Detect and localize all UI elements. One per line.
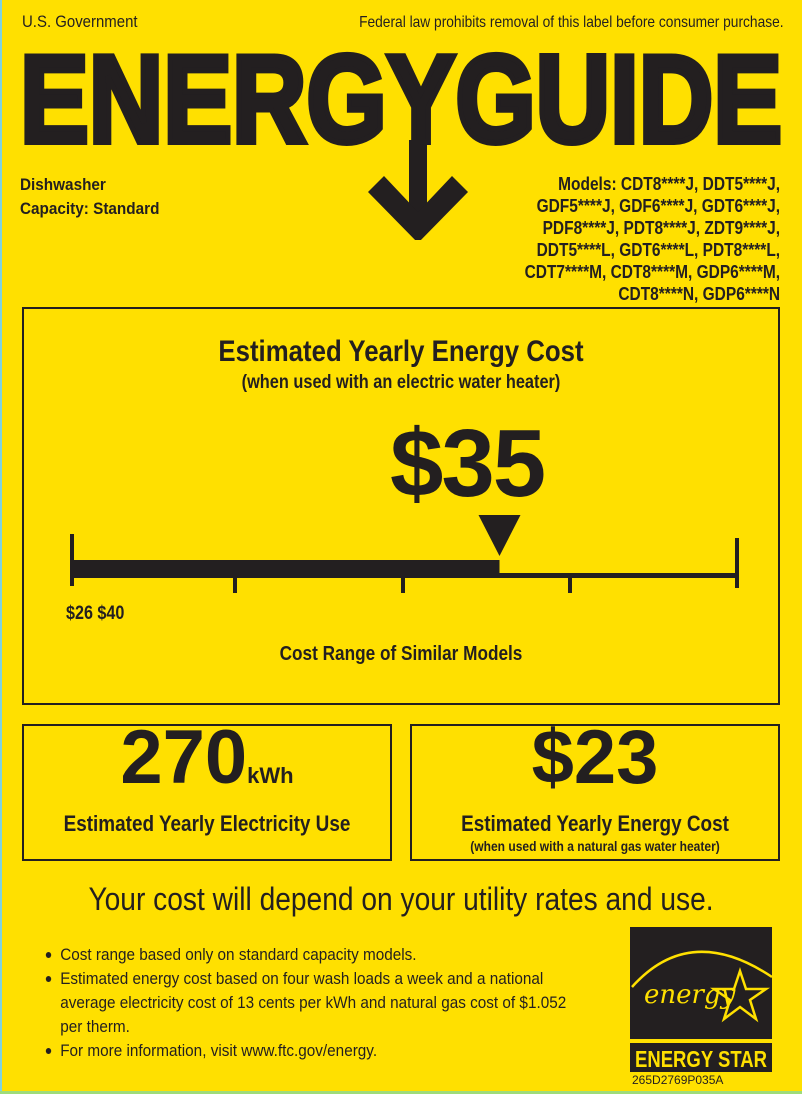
models-line: PDF8****J, PDT8****J, ZDT9****J, — [542, 218, 780, 238]
gas-cost-label: Estimated Yearly Energy Cost — [461, 811, 729, 836]
electricity-use-label: Estimated Yearly Electricity Use — [63, 811, 351, 836]
cost-range-scale — [70, 515, 739, 593]
electric-cost-subheading: (when used with an electric water heater… — [241, 372, 561, 393]
cost-range-label: $26 $40 — [66, 603, 125, 624]
electricity-use-box — [22, 724, 392, 861]
electric-cost-heading: Estimated Yearly Energy Cost — [218, 335, 584, 368]
issuer: U.S. Government — [22, 12, 138, 31]
gas-cost-value: $23 — [531, 715, 659, 800]
note-item: Estimated energy cost based on four wash… — [44, 967, 584, 1039]
cost-range-caption: Cost Range of Similar Models — [279, 643, 523, 665]
left-edge-line — [0, 0, 2, 1094]
label-code: 265D2769P035A — [632, 1073, 724, 1087]
models-line: CDT7****M, CDT8****M, GDP6****M, — [524, 262, 780, 282]
star-icon — [709, 967, 771, 1023]
models-line: DDT5****L, GDT6****L, PDT8****L, — [536, 240, 780, 260]
footer-headline: Your cost will depend on your utility ra… — [88, 881, 714, 917]
note-item: Cost range based only on standard capaci… — [44, 943, 584, 967]
title-text: ENERGYGUIDE — [20, 40, 782, 169]
gas-cost-box — [410, 724, 780, 861]
down-arrow-icon — [368, 140, 468, 240]
scale-end-right — [735, 538, 739, 588]
scale-fill-bar — [72, 560, 500, 577]
cost-pointer-icon — [478, 515, 521, 556]
note-item: For more information, visit www.ftc.gov/… — [44, 1039, 584, 1063]
models-line: GDF5****J, GDF6****J, GDT6****J, — [536, 196, 780, 216]
electricity-use-value: 270kWh — [22, 718, 392, 816]
kwh-unit: kWh — [247, 763, 294, 788]
energy-star-label: ENERGY STAR — [635, 1046, 767, 1072]
energy-star-logo: energy ENERGY STAR — [630, 927, 772, 1072]
gas-cost-sublabel: (when used with a natural gas water heat… — [470, 838, 720, 854]
appliance-info: Dishwasher Capacity: Standard — [20, 173, 159, 221]
appliance-type: Dishwasher — [20, 175, 106, 194]
scale-tick — [568, 576, 572, 593]
models-line: Models: CDT8****J, DDT5****J, — [558, 174, 780, 194]
scale-tick — [401, 576, 405, 593]
scale-tick — [233, 576, 237, 593]
energy-script: energy — [644, 980, 736, 1010]
models-list: Models: CDT8****J, DDT5****J, GDF5****J,… — [525, 173, 780, 305]
kwh-number: 270 — [120, 715, 248, 800]
appliance-capacity: Capacity: Standard — [20, 199, 160, 218]
energyguide-title: ENERGYGUIDE — [17, 40, 785, 240]
bottom-edge-line — [0, 1091, 802, 1094]
electric-cost-box — [22, 307, 780, 705]
models-line: CDT8****N, GDP6****N — [618, 284, 780, 304]
electric-cost-value: $35 — [390, 410, 546, 517]
footer-notes: Cost range based only on standard capaci… — [44, 943, 584, 1063]
legal-notice: Federal law prohibits removal of this la… — [359, 14, 784, 31]
